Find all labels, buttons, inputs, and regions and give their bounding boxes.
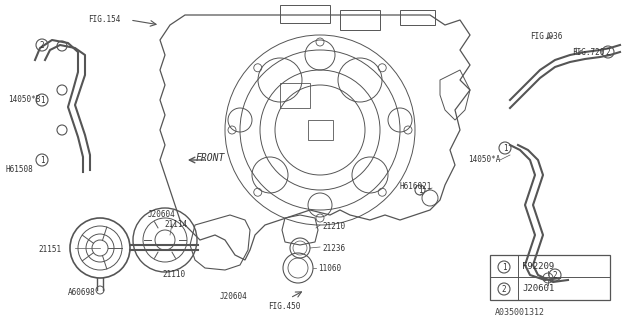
Text: 11060: 11060 [318,264,341,273]
Text: J20604: J20604 [148,210,176,219]
Text: FIG.450: FIG.450 [268,302,300,311]
Text: 21110: 21110 [162,270,185,279]
Text: FRONT: FRONT [195,153,225,163]
Text: 1: 1 [502,262,506,271]
Text: FIG.720: FIG.720 [572,48,604,57]
Text: J20601: J20601 [522,284,554,293]
Text: 1: 1 [418,186,422,195]
Text: 21151: 21151 [39,245,62,254]
Text: 21210: 21210 [322,222,345,231]
Text: 21236: 21236 [322,244,345,253]
Text: 2: 2 [553,270,557,279]
Text: A60698: A60698 [68,288,96,297]
Text: 2: 2 [502,284,506,293]
Text: 2: 2 [605,47,611,57]
Text: 21114: 21114 [164,220,187,229]
Text: 14050*B: 14050*B [8,95,40,104]
Text: 14050*A: 14050*A [468,155,500,164]
Text: 1: 1 [40,95,44,105]
Text: 2: 2 [40,41,44,50]
Text: FIG.154: FIG.154 [88,15,120,24]
Text: A035001312: A035001312 [495,308,545,317]
Text: J20604: J20604 [220,292,248,301]
Bar [490,255,610,300]
Text: H616021: H616021 [400,182,433,191]
Text: F92209: F92209 [522,262,554,271]
Text: 1: 1 [502,143,508,153]
Text: FIG.036: FIG.036 [530,32,563,41]
Text: 1: 1 [40,156,44,164]
Text: H61508: H61508 [5,165,33,174]
